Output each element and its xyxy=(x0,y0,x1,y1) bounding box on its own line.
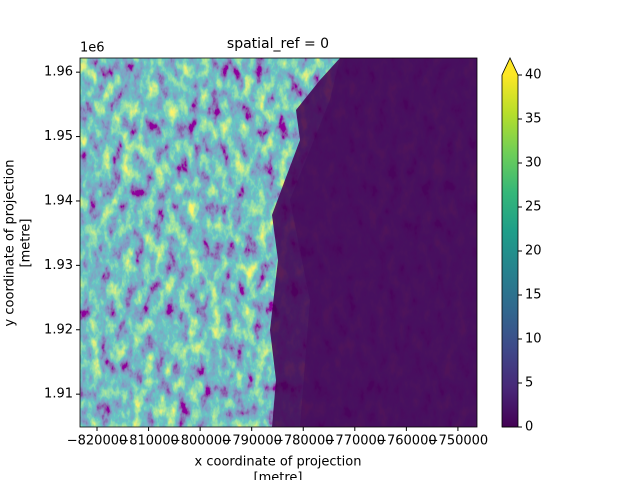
x-axis-label: x coordinate of projection xyxy=(195,455,362,470)
x-tick-label: −800000 xyxy=(170,434,231,449)
y-tick-label: 1.96 xyxy=(44,65,73,80)
y-tick-label: 1.91 xyxy=(44,387,73,402)
x-axis-label: [metre] xyxy=(254,471,303,480)
colorbar-tick-label: 30 xyxy=(525,156,542,171)
colorbar-tick-label: 15 xyxy=(525,288,542,303)
x-tick-label: −770000 xyxy=(325,434,386,449)
colorbar-tick-label: 10 xyxy=(525,332,542,347)
colorbar-tick-label: 40 xyxy=(525,68,542,83)
y-tick-label: 1.93 xyxy=(44,258,73,273)
y-axis-label: [metre] xyxy=(19,219,34,268)
colorbar-tick-label: 0 xyxy=(525,420,533,435)
axes-frame xyxy=(79,57,478,428)
x-tick-label: −760000 xyxy=(376,434,437,449)
colorbar-tick-label: 20 xyxy=(525,244,542,259)
y-offset-text: 1e6 xyxy=(80,41,105,56)
colorbar-tick-label: 5 xyxy=(525,376,533,391)
x-tick-label: −750000 xyxy=(428,434,489,449)
y-tick-label: 1.94 xyxy=(44,193,73,208)
colorbar xyxy=(502,75,518,427)
y-tick-label: 1.92 xyxy=(44,322,73,337)
x-tick-label: −810000 xyxy=(118,434,179,449)
raster-image xyxy=(80,58,477,427)
x-tick-label: −790000 xyxy=(221,434,282,449)
colorbar-extend xyxy=(502,58,518,75)
colorbar-tick-label: 35 xyxy=(525,112,542,127)
y-axis-label: y coordinate of projection xyxy=(3,160,18,327)
colorbar-tick-label: 25 xyxy=(525,200,542,215)
x-tick-label: −820000 xyxy=(67,434,128,449)
x-tick-label: −780000 xyxy=(273,434,334,449)
y-tick-label: 1.95 xyxy=(44,129,73,144)
chart-title: spatial_ref = 0 xyxy=(227,36,329,52)
